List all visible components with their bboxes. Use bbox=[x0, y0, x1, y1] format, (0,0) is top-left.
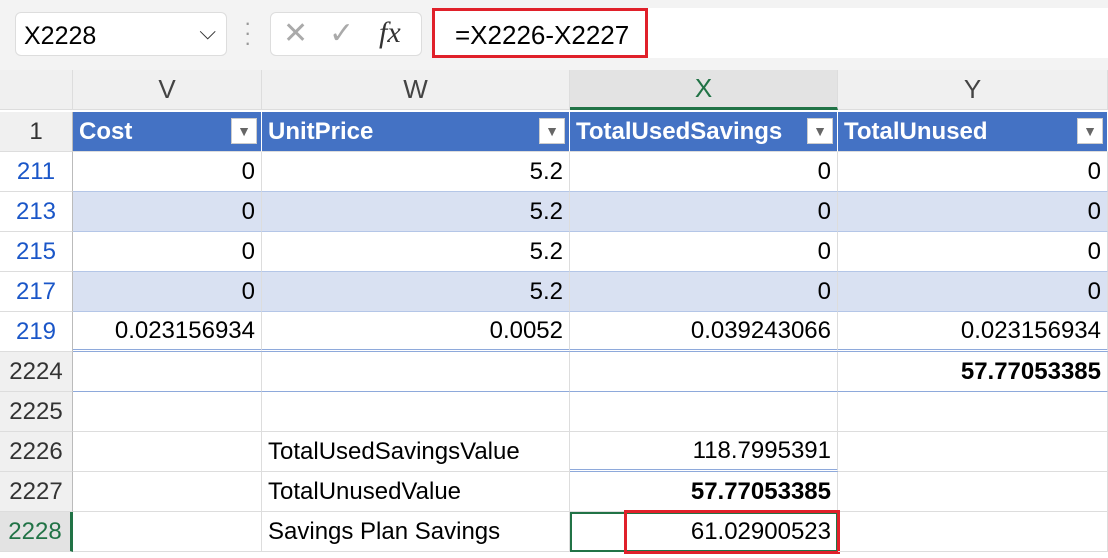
row-header[interactable]: 2224 bbox=[0, 352, 73, 392]
filter-dropdown-icon[interactable]: ▼ bbox=[807, 118, 833, 144]
formula-input[interactable]: =X2226-X2227 bbox=[432, 8, 1108, 58]
formula-buttons: ✕ ✓ fx bbox=[270, 12, 422, 56]
cell[interactable]: TotalUsedSavingsValue bbox=[262, 432, 570, 472]
cancel-icon[interactable]: ✕ bbox=[283, 17, 309, 50]
name-box[interactable]: X2228 ⌵ bbox=[15, 12, 227, 56]
cell[interactable]: 0.023156934 bbox=[73, 312, 262, 352]
cell[interactable] bbox=[838, 432, 1108, 472]
cell[interactable]: 0 bbox=[570, 272, 838, 312]
cell[interactable]: Savings Plan Savings bbox=[262, 512, 570, 552]
row-header[interactable]: 2225 bbox=[0, 392, 73, 432]
header-label: Cost bbox=[79, 117, 133, 145]
select-all-corner[interactable] bbox=[0, 70, 73, 110]
header-label: TotalUsedSavings bbox=[576, 117, 783, 145]
row-header[interactable]: 2228 bbox=[0, 512, 73, 552]
row-header[interactable]: 219 bbox=[0, 312, 73, 352]
cell[interactable]: 0.039243066 bbox=[570, 312, 838, 352]
cell[interactable]: 0 bbox=[838, 152, 1108, 192]
cell[interactable]: 61.02900523 bbox=[570, 510, 840, 554]
row-header[interactable]: 2227 bbox=[0, 472, 73, 512]
cell[interactable]: 5.2 bbox=[262, 232, 570, 272]
cell[interactable] bbox=[838, 512, 1108, 552]
cell[interactable]: 0 bbox=[838, 232, 1108, 272]
name-box-value: X2228 bbox=[24, 22, 97, 50]
cell[interactable] bbox=[262, 352, 570, 392]
table-header-cell: TotalUsedSavings ▼ bbox=[570, 112, 838, 152]
column-header-W[interactable]: W bbox=[262, 70, 570, 110]
cell[interactable] bbox=[838, 472, 1108, 512]
cell[interactable]: 0 bbox=[838, 272, 1108, 312]
cell[interactable] bbox=[73, 352, 262, 392]
cell[interactable]: 5.2 bbox=[262, 272, 570, 312]
cell[interactable]: 0 bbox=[73, 152, 262, 192]
column-header-Y[interactable]: Y bbox=[838, 70, 1108, 110]
formula-highlight: =X2226-X2227 bbox=[432, 8, 648, 58]
row-header[interactable]: 2226 bbox=[0, 432, 73, 472]
cell[interactable] bbox=[73, 392, 262, 432]
table-header-cell: UnitPrice ▼ bbox=[262, 112, 570, 152]
cell[interactable]: 0 bbox=[73, 232, 262, 272]
row-header[interactable]: 1 bbox=[0, 112, 73, 152]
cell[interactable]: 5.2 bbox=[262, 152, 570, 192]
enter-icon[interactable]: ✓ bbox=[329, 17, 355, 50]
row-header[interactable]: 215 bbox=[0, 232, 73, 272]
cell[interactable]: 57.77053385 bbox=[838, 352, 1108, 392]
cell[interactable]: 5.2 bbox=[262, 192, 570, 232]
chevron-down-icon[interactable]: ⌵ bbox=[199, 19, 216, 44]
cell[interactable]: 0 bbox=[570, 232, 838, 272]
more-icon[interactable]: · · · bbox=[244, 10, 252, 55]
cell[interactable] bbox=[73, 472, 262, 512]
header-label: UnitPrice bbox=[268, 117, 374, 145]
table-header-cell: Cost ▼ bbox=[73, 112, 262, 152]
cell[interactable] bbox=[570, 392, 838, 432]
row-header[interactable]: 211 bbox=[0, 152, 73, 192]
cell[interactable]: 0.0052 bbox=[262, 312, 570, 352]
cell[interactable] bbox=[73, 432, 262, 472]
cell[interactable]: 0 bbox=[838, 192, 1108, 232]
header-label: TotalUnused bbox=[844, 117, 988, 145]
cell[interactable]: 0 bbox=[570, 192, 838, 232]
cell[interactable] bbox=[73, 512, 262, 552]
fx-icon[interactable]: fx bbox=[379, 16, 401, 49]
cell[interactable]: 0 bbox=[570, 152, 838, 192]
row-header[interactable]: 217 bbox=[0, 272, 73, 312]
cell[interactable]: TotalUnusedValue bbox=[262, 472, 570, 512]
filter-dropdown-icon[interactable]: ▼ bbox=[231, 118, 257, 144]
filter-dropdown-icon[interactable]: ▼ bbox=[1077, 118, 1103, 144]
cell[interactable] bbox=[838, 392, 1108, 432]
cell[interactable]: 118.7995391 bbox=[570, 432, 838, 472]
cell[interactable]: 0 bbox=[73, 192, 262, 232]
cell[interactable]: 0 bbox=[73, 272, 262, 312]
filter-dropdown-icon[interactable]: ▼ bbox=[539, 118, 565, 144]
row-header[interactable]: 213 bbox=[0, 192, 73, 232]
column-header-V[interactable]: V bbox=[73, 70, 262, 110]
cell[interactable] bbox=[262, 392, 570, 432]
formula-bar: X2228 ⌵ · · · ✕ ✓ fx =X2226-X2227 bbox=[0, 0, 1108, 70]
cell[interactable] bbox=[570, 352, 838, 392]
column-header-X[interactable]: X bbox=[570, 70, 838, 110]
table-header-cell: TotalUnused ▼ bbox=[838, 112, 1108, 152]
result-highlight-box bbox=[624, 510, 840, 554]
cell[interactable]: 57.77053385 bbox=[570, 472, 838, 512]
cell[interactable]: 0.023156934 bbox=[838, 312, 1108, 352]
